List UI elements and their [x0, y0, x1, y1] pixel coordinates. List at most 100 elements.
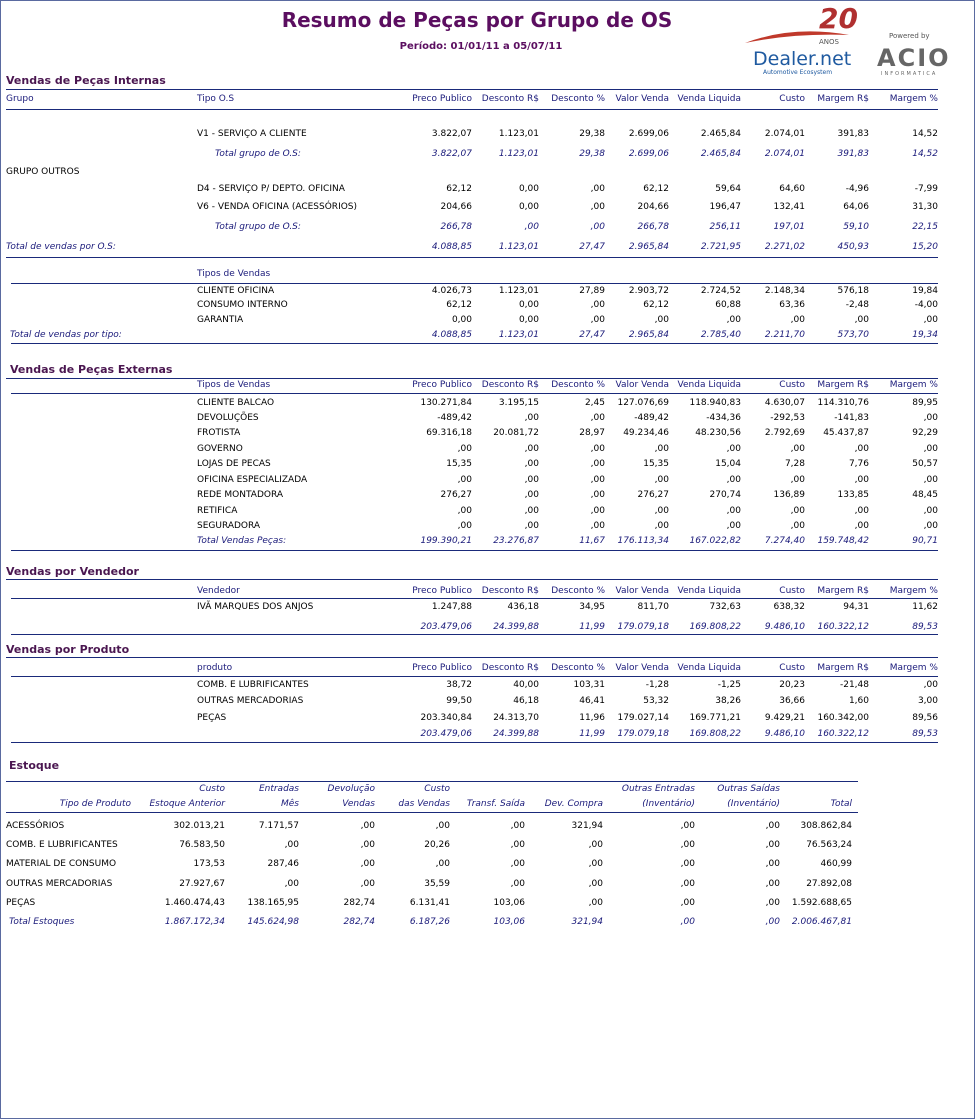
cell-value: 92,29 [912, 428, 938, 438]
column-header: Preco Publico [412, 586, 472, 596]
cell-value: 48.230,56 [695, 428, 741, 438]
cell-value: 196,47 [709, 202, 742, 212]
cell-value: ,00 [524, 459, 539, 469]
cell-value: 22,15 [912, 222, 938, 232]
cell-value: 1.460.474,43 [164, 898, 225, 908]
cell-value: 266,78 [637, 222, 670, 232]
cell-value: -21,48 [839, 680, 869, 690]
cell-value: ,00 [457, 521, 472, 531]
cell-value: 436,18 [507, 602, 540, 612]
cell-value: 460,99 [820, 859, 853, 869]
cell-value: ,00 [360, 879, 375, 889]
column-header: Margem % [889, 663, 938, 673]
cell-value: 11,67 [579, 536, 605, 546]
cell-value: 103,06 [493, 917, 526, 927]
cell-value: 20,23 [779, 680, 805, 690]
company-name: ACIO [877, 44, 951, 72]
cell-value: ,00 [765, 879, 780, 889]
cell-value: 3.822,07 [431, 129, 472, 139]
cell-value: 4.026,73 [431, 286, 472, 296]
cell-value: 266,78 [440, 222, 473, 232]
cell-value: -434,36 [706, 413, 741, 423]
cell-value: ,00 [590, 475, 605, 485]
section-title: Vendas de Peças Internas [6, 74, 166, 87]
cell-value: 287,46 [267, 859, 300, 869]
cell-value: ,00 [510, 879, 525, 889]
cell-value: 29,38 [579, 149, 605, 159]
row-label: DEVOLUÇÕES [197, 413, 259, 423]
cell-value: ,00 [654, 506, 669, 516]
cell-value: ,00 [590, 459, 605, 469]
cell-value: 0,00 [518, 300, 539, 310]
group-label: GRUPO OUTROS [6, 167, 80, 177]
cell-value: 1.123,01 [498, 330, 539, 340]
cell-value: 179.079,18 [617, 729, 669, 739]
rule-line [11, 634, 938, 635]
cell-value: 89,95 [912, 398, 938, 408]
cell-value: ,00 [435, 821, 450, 831]
row-label: COMB. E LUBRIFICANTES [197, 680, 309, 690]
cell-value: 20.081,72 [493, 428, 539, 438]
cell-value: 811,70 [637, 602, 670, 612]
cell-value: 321,94 [571, 821, 604, 831]
cell-value: ,00 [457, 475, 472, 485]
column-header: (Inventário) [642, 799, 695, 809]
cell-value: 0,00 [451, 315, 472, 325]
cell-value: ,00 [510, 859, 525, 869]
grand-total-label: Total de vendas por tipo: [10, 330, 122, 340]
column-header: Margem R$ [817, 586, 869, 596]
row-label: OFICINA ESPECIALIZADA [197, 475, 308, 485]
cell-value: 45.437,87 [823, 428, 869, 438]
cell-value: 90,71 [912, 536, 938, 546]
cell-value: ,00 [726, 521, 741, 531]
cell-value: 199.390,21 [420, 536, 472, 546]
cell-value: -489,42 [437, 413, 472, 423]
column-header: Desconto % [551, 380, 605, 390]
row-label: OUTRAS MERCADORIAS [197, 696, 304, 706]
cell-value: ,00 [360, 859, 375, 869]
cell-value: 2.792,69 [764, 428, 805, 438]
cell-value: ,00 [680, 898, 695, 908]
cell-value: 19,34 [912, 330, 938, 340]
rule-line [11, 343, 938, 344]
cell-value: 7.171,57 [258, 821, 299, 831]
cell-value: 48,45 [912, 490, 938, 500]
cell-value: 103,31 [573, 680, 606, 690]
cell-value: 27,47 [579, 242, 605, 252]
cell-value: 34,95 [579, 602, 605, 612]
cell-value: -4,00 [914, 300, 938, 310]
cell-value: 2.074,01 [764, 149, 805, 159]
cell-value: 76.583,50 [179, 840, 225, 850]
cell-value: 173,53 [193, 859, 226, 869]
column-header: Transf. Saída [466, 799, 525, 809]
row-label: ACESSÓRIOS [6, 821, 65, 831]
cell-value: 1.247,88 [431, 602, 472, 612]
cell-value: ,00 [790, 444, 805, 454]
column-header: Desconto % [551, 586, 605, 596]
swoosh [745, 31, 849, 43]
rule-line [6, 657, 938, 658]
cell-value: ,00 [360, 840, 375, 850]
column-header: Custo [779, 586, 805, 596]
cell-value: ,00 [765, 898, 780, 908]
cell-value: 2.465,84 [700, 149, 741, 159]
row-label: CLIENTE OFICINA [197, 286, 275, 296]
cell-value: 89,53 [912, 729, 938, 739]
cell-value: 62,12 [643, 300, 669, 310]
cell-value: ,00 [854, 521, 869, 531]
cell-value: 27.927,67 [179, 879, 225, 889]
cell-value: 114.310,76 [817, 398, 869, 408]
cell-value: ,00 [524, 506, 539, 516]
cell-value: ,00 [680, 821, 695, 831]
cell-value: -7,99 [914, 184, 938, 194]
row-label: COMB. E LUBRIFICANTES [6, 840, 118, 850]
column-header: produto [197, 663, 233, 673]
section-title: Estoque [9, 759, 60, 772]
column-header: Tipos de Vendas [197, 380, 271, 390]
cell-value: ,00 [726, 475, 741, 485]
cell-value: 282,74 [343, 917, 376, 927]
column-header: Grupo [6, 94, 34, 104]
section-title: Vendas por Produto [6, 643, 130, 656]
cell-value: 59,64 [715, 184, 741, 194]
column-header: Margem R$ [817, 663, 869, 673]
